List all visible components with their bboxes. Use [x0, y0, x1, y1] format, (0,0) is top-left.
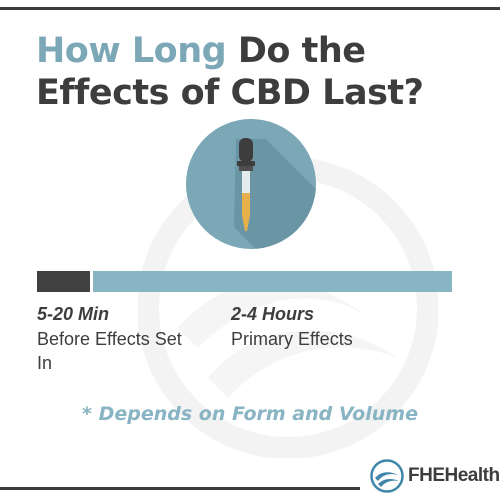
dropper-icon — [186, 119, 316, 249]
onset-heading: 5-20 Min — [37, 304, 110, 324]
footnote: * Depends on Form and Volume — [82, 403, 418, 425]
brand-name: FHEHealth — [408, 465, 500, 486]
timeline-onset-bar — [37, 271, 90, 292]
title-line2: Effects of CBD Last? — [36, 73, 424, 113]
fhe-logo-icon — [370, 459, 404, 493]
page-title: How Long Do the Effects of CBD Last? — [36, 30, 476, 114]
title-accent: How Long — [36, 31, 227, 71]
title-line1-rest: Do the — [226, 31, 366, 71]
effects-description: Primary Effects — [231, 329, 353, 349]
brand-logo: FHEHealth — [370, 459, 500, 493]
effects-heading: 2-4 Hours — [231, 304, 315, 324]
onset-description: Before Effects Set In — [37, 329, 182, 373]
bottom-border — [0, 487, 360, 490]
top-border — [0, 7, 500, 10]
timeline-effects-bar — [93, 271, 452, 292]
